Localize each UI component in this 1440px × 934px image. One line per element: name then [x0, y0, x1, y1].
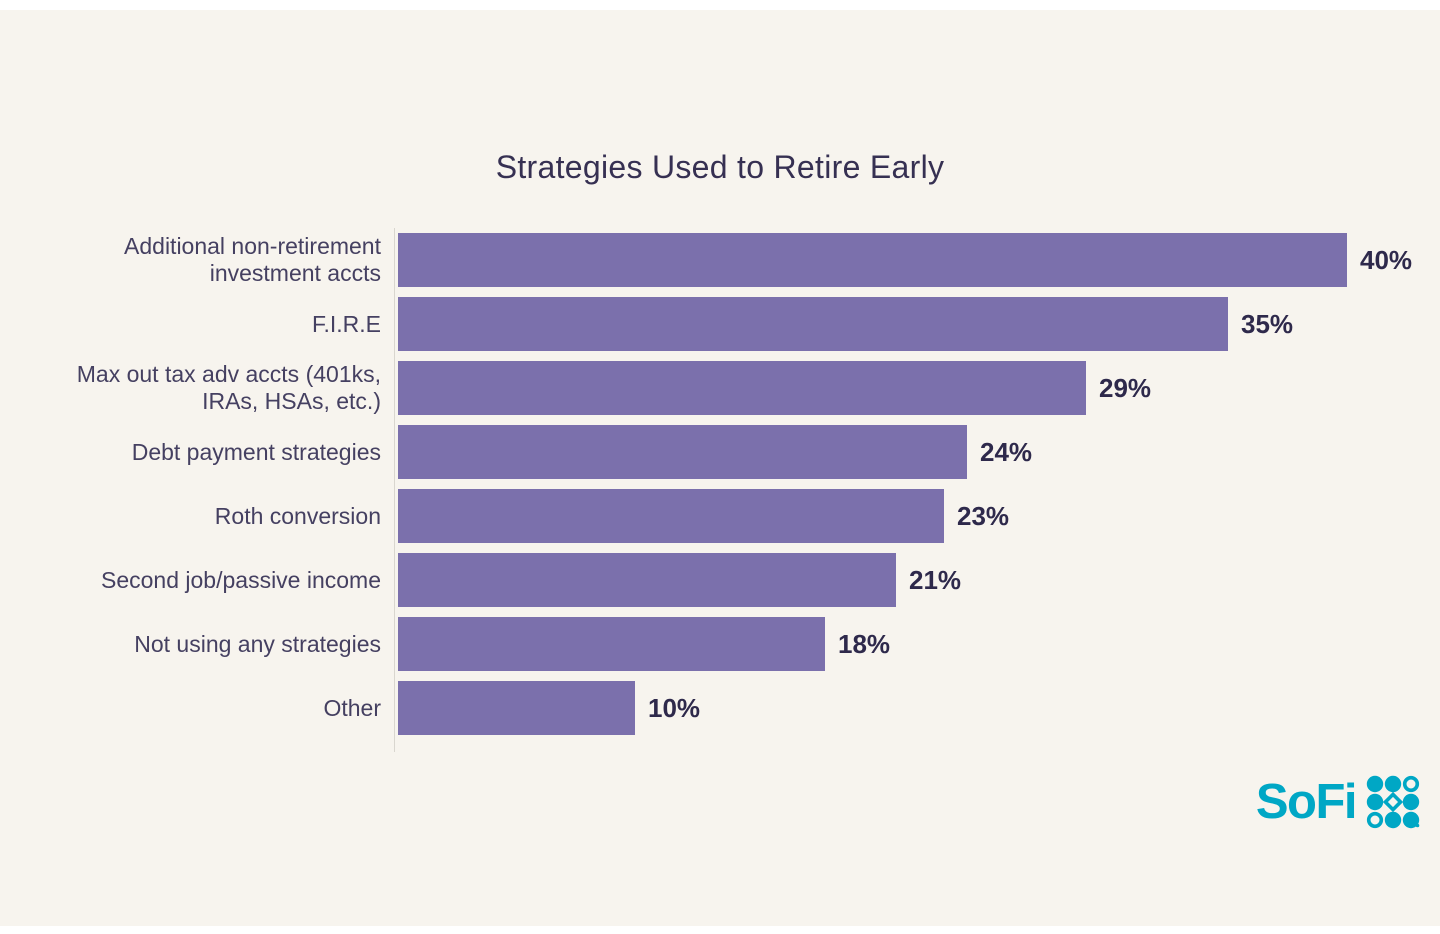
bar-row: Additional non-retirement investment acc… — [0, 233, 1440, 287]
value-label: 23% — [957, 500, 1010, 531]
category-label: Max out tax adv accts (401ks, IRAs, HSAs… — [76, 361, 381, 414]
bar — [398, 489, 944, 543]
value-label: 21% — [909, 564, 962, 595]
category-label: F.I.R.E — [311, 310, 381, 337]
bar-row: Debt payment strategies 24% — [0, 425, 1440, 479]
bar-area: 24% — [398, 425, 1440, 479]
category-label: Additional non-retirement investment acc… — [124, 233, 381, 286]
value-label: 24% — [980, 436, 1033, 467]
category-label: Roth conversion — [214, 502, 381, 529]
y-axis-line — [394, 228, 395, 752]
bar-area: 40% — [398, 233, 1440, 287]
bar — [398, 617, 825, 671]
value-label: 10% — [648, 692, 701, 723]
bar-area: 10% — [398, 681, 1440, 735]
sofi-logo: SoFi — [1256, 774, 1420, 830]
chart-panel: Strategies Used to Retire Early Addition… — [0, 10, 1440, 926]
value-label: 18% — [838, 628, 891, 659]
bar-row: F.I.R.E 35% — [0, 297, 1440, 351]
value-label: 35% — [1241, 308, 1294, 339]
sofi-dot-grid-icon — [1366, 775, 1420, 829]
bar-row: Roth conversion 23% — [0, 489, 1440, 543]
bar-area: 23% — [398, 489, 1440, 543]
bar-area: 29% — [398, 361, 1440, 415]
category-label: Other — [323, 694, 381, 721]
bar-area: 18% — [398, 617, 1440, 671]
bar-area: 21% — [398, 553, 1440, 607]
category-label: Debt payment strategies — [131, 438, 381, 465]
bar — [398, 425, 967, 479]
bar — [398, 233, 1347, 287]
bar-row: Not using any strategies 18% — [0, 617, 1440, 671]
bar-row: Max out tax adv accts (401ks, IRAs, HSAs… — [0, 361, 1440, 415]
bar-area: 35% — [398, 297, 1440, 351]
bar-row: Other 10% — [0, 681, 1440, 735]
value-label: 40% — [1360, 244, 1413, 275]
bar-row: Second job/passive income 21% — [0, 553, 1440, 607]
value-label: 29% — [1099, 372, 1152, 403]
chart-title: Strategies Used to Retire Early — [495, 149, 945, 186]
bar — [398, 361, 1086, 415]
category-label: Second job/passive income — [101, 566, 381, 593]
bar — [398, 553, 896, 607]
category-label: Not using any strategies — [134, 630, 381, 657]
bar — [398, 297, 1228, 351]
sofi-logo-text: SoFi — [1255, 775, 1358, 829]
bar-chart: Additional non-retirement investment acc… — [0, 233, 1440, 745]
bar — [398, 681, 635, 735]
